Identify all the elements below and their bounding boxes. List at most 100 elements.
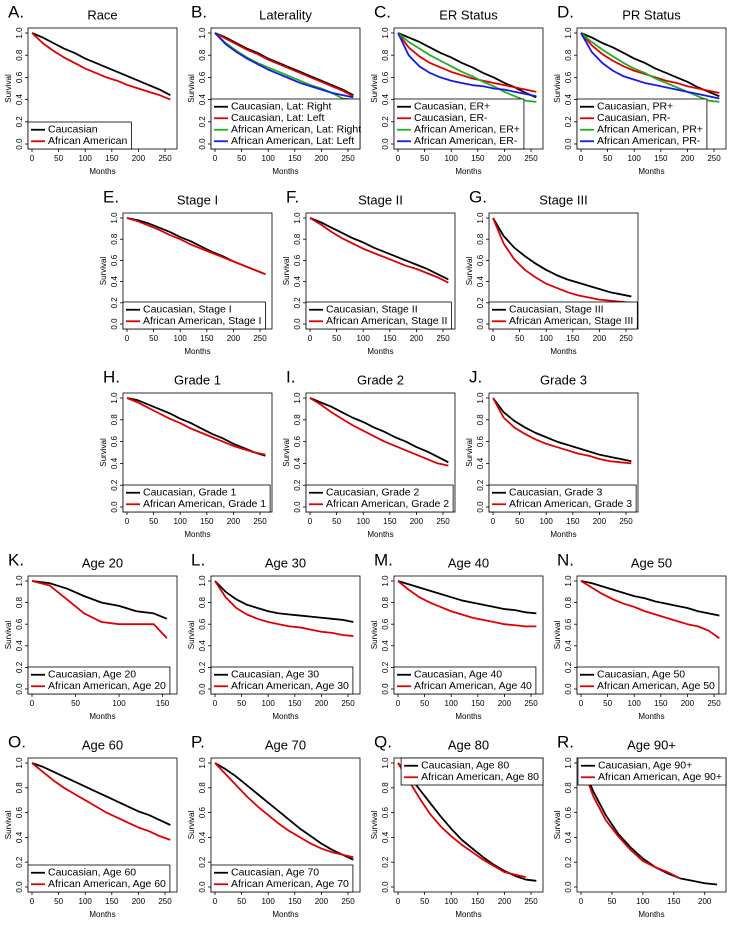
x-tick-label: 50 xyxy=(149,517,158,526)
panel-label: Q. xyxy=(374,732,392,751)
legend-label: African American, Stage III xyxy=(509,315,633,327)
legend-label: African American, Stage I xyxy=(143,315,261,327)
y-axis-label: Survival xyxy=(282,257,291,286)
legend-label: African American, Age 70 xyxy=(231,878,349,890)
panel-title: Age 30 xyxy=(265,555,306,570)
y-tick-label: 0.4 xyxy=(381,831,390,843)
x-tick-label: 150 xyxy=(105,154,119,163)
y-tick-label: 0.0 xyxy=(293,318,302,330)
y-tick-label: 1.0 xyxy=(110,212,119,224)
y-tick-label: 0.8 xyxy=(110,233,119,245)
y-tick-label: 0.2 xyxy=(564,856,573,868)
x-tick-label: 50 xyxy=(237,897,246,906)
survival-curve xyxy=(397,32,537,93)
survival-curve xyxy=(397,32,537,98)
x-tick-label: 100 xyxy=(540,517,554,526)
x-tick-label: 250 xyxy=(707,699,721,708)
x-tick-label: 50 xyxy=(332,517,341,526)
y-axis-label: Survival xyxy=(370,811,379,840)
y-tick-label: 0.4 xyxy=(564,93,573,105)
x-tick-label: 200 xyxy=(315,897,329,906)
y-tick-label: 0.0 xyxy=(381,138,390,150)
survival-curve xyxy=(214,32,354,98)
x-tick-label: 200 xyxy=(498,154,512,163)
y-tick-label: 0.0 xyxy=(198,138,207,150)
y-tick-label: 1.0 xyxy=(198,27,207,39)
survival-curve xyxy=(580,580,720,617)
legend-label: African American, PR- xyxy=(597,135,701,147)
x-tick-label: 250 xyxy=(524,699,538,708)
y-axis-label: Survival xyxy=(99,438,108,467)
x-tick-label: 50 xyxy=(420,699,429,708)
panel-label: L. xyxy=(191,550,205,569)
y-tick-label: 0.0 xyxy=(198,683,207,695)
x-tick-label: 100 xyxy=(79,154,93,163)
y-tick-label: 0.8 xyxy=(381,782,390,794)
survival-curve xyxy=(580,32,720,100)
y-tick-label: 0.8 xyxy=(198,782,207,794)
x-axis-label: Months xyxy=(184,347,210,356)
panel: P. Age 70 0.0 0.2 0.4 0.6 0.8 1.0 0 50 100 150 200 25… xyxy=(187,732,361,919)
y-tick-label: 0.8 xyxy=(564,49,573,61)
y-tick-label: 0.6 xyxy=(110,254,119,266)
legend-box xyxy=(27,121,132,150)
x-tick-label: 50 xyxy=(54,897,63,906)
x-axis-label: Months xyxy=(272,167,298,176)
y-tick-label: 1.0 xyxy=(293,212,302,224)
x-tick-label: 0 xyxy=(579,897,584,906)
x-tick-label: 50 xyxy=(420,154,429,163)
y-tick-label: 1.0 xyxy=(476,212,485,224)
x-tick-label: 0 xyxy=(396,897,401,906)
y-tick-label: 0.2 xyxy=(476,297,485,309)
x-axis-label: Months xyxy=(638,712,664,721)
legend-box xyxy=(305,301,452,330)
x-tick-label: 150 xyxy=(667,897,681,906)
x-tick-label: 50 xyxy=(71,699,80,708)
x-tick-label: 150 xyxy=(471,699,485,708)
x-tick-label: 200 xyxy=(498,897,512,906)
panel-title: Stage II xyxy=(358,192,403,207)
y-tick-label: 0.0 xyxy=(198,881,207,893)
panel: C. ER Status 0.0 0.2 0.4 0.6 0.8 1.0 0 50 100 150 20… xyxy=(370,2,544,176)
panel: O. Age 60 0.0 0.2 0.4 0.6 0.8 1.0 0 50 100 150 200 25… xyxy=(4,732,178,919)
y-tick-label: 0.8 xyxy=(476,414,485,426)
y-tick-label: 0.0 xyxy=(564,881,573,893)
x-tick-label: 0 xyxy=(30,897,35,906)
legend-label: Caucasian, Age 20 xyxy=(48,669,136,681)
legend-label: Caucasian, ER- xyxy=(414,112,488,124)
x-tick-label: 100 xyxy=(628,699,642,708)
x-tick-label: 0 xyxy=(125,517,130,526)
y-tick-label: 0.2 xyxy=(381,661,390,673)
x-tick-label: 250 xyxy=(619,517,633,526)
panel-title: Age 40 xyxy=(448,555,489,570)
x-tick-label: 0 xyxy=(308,334,313,343)
y-tick-label: 0.8 xyxy=(15,596,24,608)
legend: Caucasian, ER+Caucasian, ER-African Amer… xyxy=(393,98,525,150)
x-tick-label: 200 xyxy=(498,699,512,708)
legend-label: African American, Age 30 xyxy=(231,680,349,692)
y-tick-label: 0.2 xyxy=(110,297,119,309)
legend-label: Caucasian, Lat: Left xyxy=(231,112,324,124)
y-tick-label: 0.4 xyxy=(198,640,207,652)
x-tick-label: 150 xyxy=(200,334,214,343)
legend-box xyxy=(488,301,638,330)
legend-label: Caucasian, Stage II xyxy=(326,304,418,316)
survival-curve xyxy=(397,32,537,103)
y-tick-label: 0.6 xyxy=(15,618,24,630)
x-axis-label: Months xyxy=(184,530,210,539)
legend-box xyxy=(27,864,171,893)
y-axis-label: Survival xyxy=(553,811,562,840)
legend-box xyxy=(577,757,727,786)
panel: N. Age 50 0.0 0.2 0.4 0.6 0.8 1.0 0 50 100 150 200 25… xyxy=(553,550,727,721)
x-tick-label: 0 xyxy=(213,154,218,163)
panel-title: PR Status xyxy=(622,7,681,22)
x-tick-label: 0 xyxy=(30,154,35,163)
y-tick-label: 0.0 xyxy=(110,501,119,513)
legend-label: African American, Age 90+ xyxy=(598,771,722,783)
y-tick-label: 0.8 xyxy=(15,782,24,794)
legend-label: Caucasian, Stage III xyxy=(509,304,604,316)
survival-curve xyxy=(31,762,171,841)
